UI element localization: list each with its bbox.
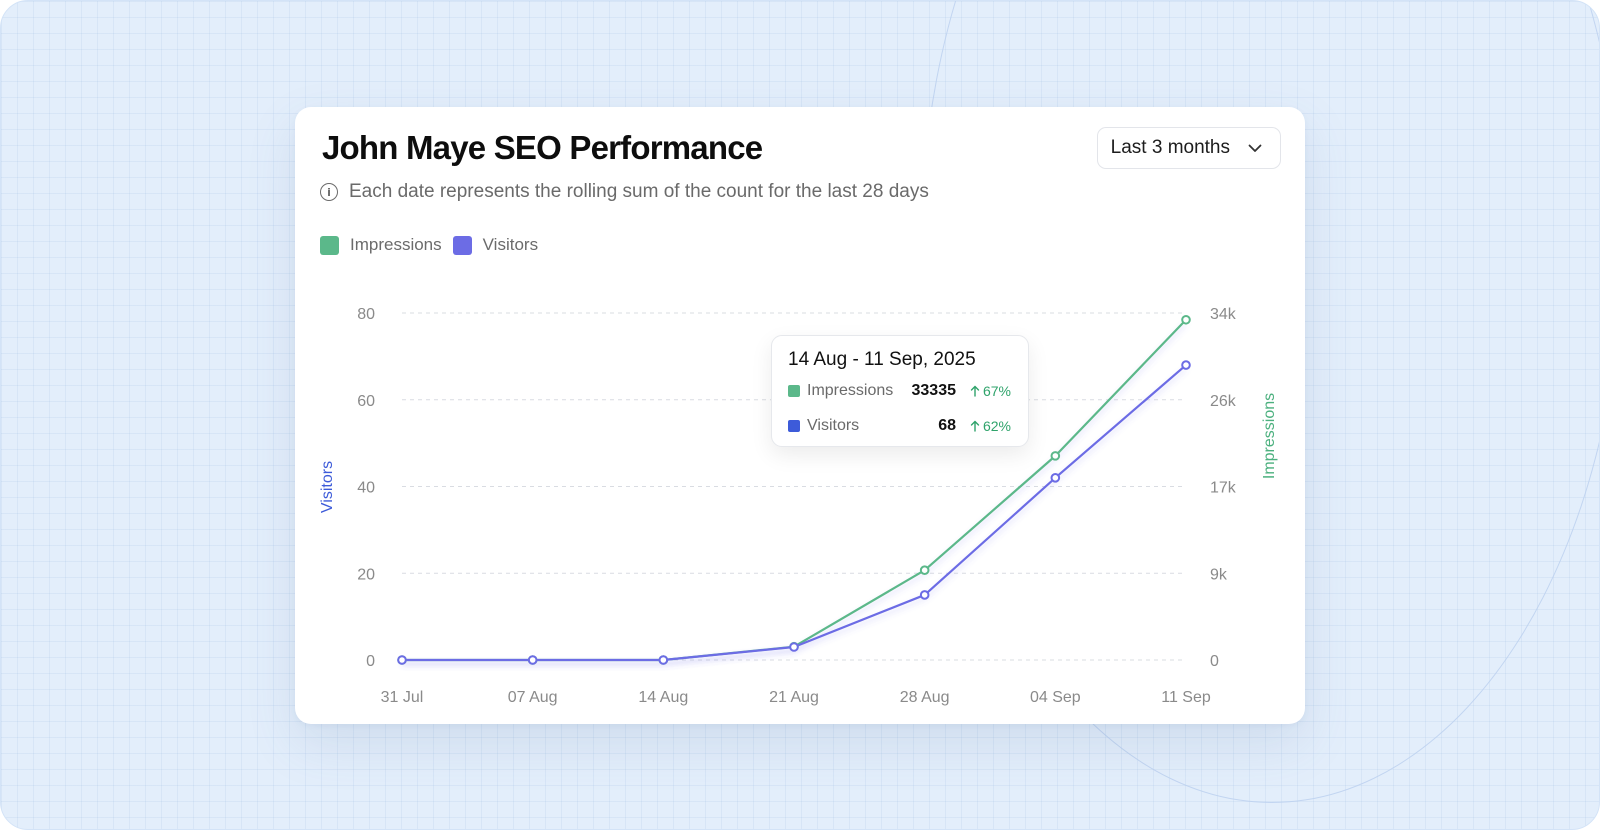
- y-left-axis-label: Visitors: [319, 461, 336, 513]
- legend-item-impressions[interactable]: Impressions: [320, 235, 442, 255]
- y-right-tick-label: 26k: [1210, 393, 1237, 410]
- page-title: John Maye SEO Performance: [322, 129, 763, 166]
- data-point-visitors: [919, 590, 930, 600]
- tooltip-delta-impressions-text: 67%: [982, 383, 1011, 399]
- data-point-visitors: [397, 655, 407, 665]
- tooltip-swatch-visitors: [788, 420, 800, 432]
- info-icon[interactable]: i: [320, 183, 338, 201]
- data-point-visitors: [658, 655, 669, 665]
- y-left-tick-label: 60: [357, 393, 375, 410]
- data-point-impressions: [919, 565, 930, 575]
- y-right-axis-label: Impressions: [1261, 393, 1278, 479]
- tooltip-value-impressions: 33335: [911, 382, 957, 399]
- tooltip-row-visitors: Visitors 68 62%: [788, 414, 1011, 438]
- chevron-down-icon: [1248, 144, 1262, 152]
- data-point-impressions: [1050, 451, 1061, 461]
- data-point-visitors: [1181, 360, 1191, 370]
- legend-swatch-impressions: [320, 235, 339, 255]
- x-tick-label: 14 Aug: [638, 689, 688, 706]
- tooltip-value-visitors: 68: [938, 417, 956, 434]
- arrow-up-icon: [970, 420, 980, 432]
- x-tick-label: 31 Jul: [381, 689, 424, 706]
- y-left-tick-label: 80: [357, 306, 375, 323]
- seo-performance-card: 0 0 20 9k 40 17k 60 26k 80 34k 31 Jul 07 Aug 14 Aug 2…: [295, 107, 1305, 724]
- data-point-visitors: [527, 655, 538, 665]
- chart-legend: Impressions Visitors: [320, 235, 539, 255]
- x-tick-label: 07 Aug: [508, 689, 558, 706]
- y-left-tick-label: 40: [357, 480, 375, 497]
- legend-label-visitors: Visitors: [482, 235, 539, 254]
- data-point-impressions: [1181, 314, 1191, 325]
- line-chart: 0 0 20 9k 40 17k 60 26k 80 34k 31 Jul 07 Aug 14 Aug 2…: [319, 306, 1278, 706]
- tooltip-row-impressions: Impressions 33335 67%: [788, 379, 1011, 403]
- chart-subtitle: Each date represents the rolling sum of …: [349, 181, 929, 202]
- x-tick-label: 04 Sep: [1030, 689, 1081, 706]
- legend-swatch-visitors: [452, 235, 472, 255]
- tooltip-label-impressions: Impressions: [807, 382, 894, 399]
- legend-label-impressions: Impressions: [350, 235, 442, 254]
- arrow-up-icon: [970, 385, 980, 397]
- y-right-tick-label: 17k: [1210, 480, 1237, 497]
- subtitle-row: i Each date represents the rolling sum o…: [320, 181, 929, 203]
- tooltip-delta-visitors: 62%: [965, 418, 1011, 434]
- y-left-tick-label: 0: [366, 653, 375, 670]
- legend-item-visitors[interactable]: Visitors: [452, 235, 539, 255]
- y-right-tick-label: 9k: [1210, 566, 1228, 583]
- x-tick-label: 11 Sep: [1161, 689, 1211, 706]
- chart-tooltip: 14 Aug - 11 Sep, 2025 Impressions 33335 …: [771, 335, 1029, 447]
- data-point-visitors: [1050, 473, 1061, 483]
- y-right-tick-label: 34k: [1210, 306, 1237, 323]
- y-left-tick-label: 20: [357, 566, 375, 583]
- tooltip-title: 14 Aug - 11 Sep, 2025: [788, 349, 976, 370]
- data-point-visitors: [789, 642, 799, 652]
- tooltip-label-visitors: Visitors: [807, 417, 860, 434]
- x-tick-label: 28 Aug: [900, 689, 950, 706]
- tooltip-swatch-impressions: [788, 385, 800, 397]
- date-range-dropdown[interactable]: Last 3 months: [1096, 127, 1281, 169]
- tooltip-delta-visitors-text: 62%: [982, 418, 1011, 434]
- y-right-tick-label: 0: [1210, 653, 1219, 670]
- tooltip-delta-impressions: 67%: [965, 383, 1011, 399]
- x-tick-label: 21 Aug: [769, 689, 819, 706]
- date-range-selected: Last 3 months: [1110, 137, 1230, 158]
